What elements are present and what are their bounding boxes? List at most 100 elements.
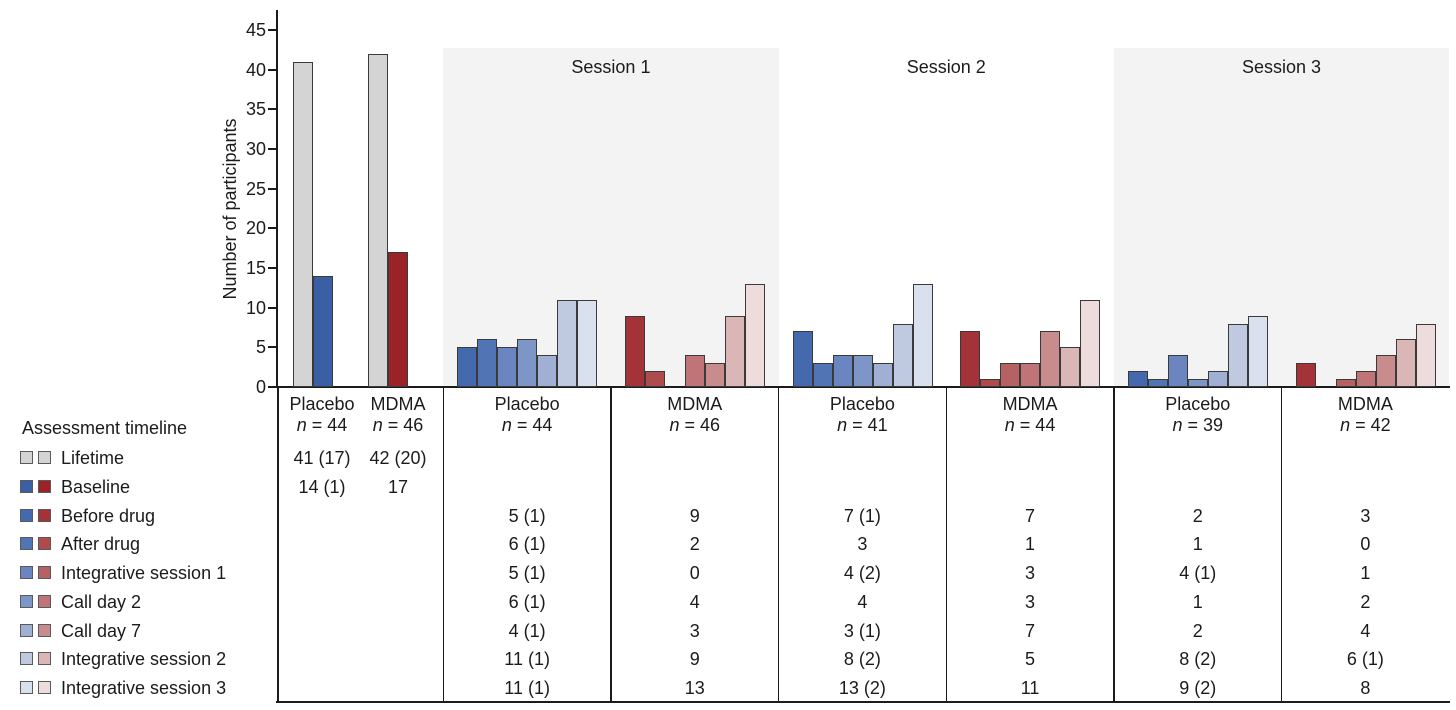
bar-session-3-placebo-call-day-7 [1207,371,1228,387]
y-tick-label: 45 [245,20,266,40]
y-tick [268,148,276,150]
legend-swatch-placebo-integrative-session-3 [20,681,33,694]
column-header: MDMA [1337,394,1393,414]
table-column-divider [442,387,444,702]
y-tick-label: 0 [255,377,266,397]
table-cell: 41 (17) [293,448,351,468]
table-cell: 13 [684,678,705,698]
bar-session-2-placebo-call-day-7 [872,363,893,387]
y-tick-label: 25 [245,178,266,199]
bar-session-2-placebo-integrative-session-2 [892,323,913,387]
n-symbol: n [372,415,383,435]
bar-session-1-mdma-call-day-2 [684,355,705,387]
legend-swatch-mdma-integrative-session-3 [38,681,51,694]
table-column-divider [945,387,947,702]
y-tick [268,227,276,230]
bar-session-3-mdma-integrative-session-2 [1395,339,1416,387]
table-cell: 9 (2) [1179,678,1217,698]
n-symbol: n [1004,415,1015,435]
table-cell: 4 [857,591,868,612]
table-cell: 11 (1) [504,678,550,698]
column-header: Placebo [1165,394,1231,414]
bar-session-3-mdma-call-day-7 [1375,355,1396,387]
legend-label: Integrative session 3 [61,678,227,698]
y-tick [268,386,276,388]
bar-session-2-mdma-integrative-session-3 [1080,299,1101,387]
y-tick [268,306,276,309]
column-header: MDMA [1002,394,1058,414]
legend-swatch-placebo-after-drug [20,537,33,551]
table-column-divider [1280,387,1283,702]
bar-session-2-mdma-integrative-session-2 [1060,347,1081,387]
table-cell: 1 [1192,591,1203,612]
table-cell: 42 (20) [369,448,427,468]
table-cell: 7 [1025,505,1036,526]
n-value: = 39 [1182,415,1223,435]
y-tick [268,108,276,111]
bar-session-2-placebo-integrative-session-1 [832,355,853,387]
legend-title: Assessment timeline [22,418,188,438]
bar-session-2-placebo-before-drug [792,331,813,387]
bar-mdma-lifetime [368,53,388,387]
n-symbol: n [1340,415,1351,435]
bar-session-1-placebo-after-drug [477,339,498,387]
table-cell: 2 [1360,591,1371,612]
session-label: Session 1 [571,57,651,77]
column-n-label: n = 44 [955,414,1105,436]
bar-mdma-baseline [388,252,408,387]
table-cell: 4 [689,591,700,612]
bar-session-1-mdma-after-drug [644,371,665,387]
legend-swatch-placebo-call-day-2 [20,594,33,608]
n-value: = 46 [382,415,424,435]
table-cell: 11 (1) [504,649,550,670]
table-cell: 3 (1) [843,620,881,641]
n-symbol: n [1172,415,1183,435]
n-value: = 44 [306,415,348,435]
table-cell: 2 [1192,505,1203,526]
y-tick-label: 5 [255,337,266,358]
bar-session-1-placebo-call-day-2 [517,339,538,387]
bar-session-3-mdma-call-day-2 [1355,371,1376,387]
table-cell: 13 (2) [838,678,886,698]
table-cell: 2 [1192,620,1203,641]
bar-session-1-mdma-integrative-session-3 [744,283,765,387]
session-label: Session 2 [906,57,986,77]
y-tick-label: 30 [245,139,266,159]
legend-swatch-mdma-call-day-7 [38,623,51,637]
table-cell: 3 [1360,505,1371,526]
legend-swatch-mdma-after-drug [38,537,51,551]
table-cell: 9 [689,649,700,670]
column-n-label: n = 39 [1123,414,1273,436]
table-cell: 6 (1) [1346,649,1384,670]
session-band-session-1 [443,48,779,387]
legend-swatch-placebo-integrative-session-1 [20,566,33,579]
bar-session-3-placebo-after-drug [1147,379,1168,387]
legend-swatch-mdma-baseline [38,479,51,493]
y-tick [268,346,276,349]
bar-session-3-mdma-integrative-session-3 [1415,323,1436,387]
bar-session-1-mdma-call-day-7 [704,363,725,387]
n-symbol: n [837,415,848,435]
y-axis-title: Number of participants [220,118,240,300]
table-cell: 0 [1360,534,1371,555]
table-cell: 4 (1) [508,620,546,641]
legend-swatch-placebo-lifetime [20,451,33,464]
column-header: MDMA [370,394,426,414]
table-cell: 4 (1) [1179,563,1217,583]
table-cell: 7 (1) [843,505,881,526]
y-tick [268,29,276,31]
table-cell: 14 (1) [298,476,346,497]
table-cell: 3 [689,620,700,641]
legend-swatch-mdma-integrative-session-2 [38,652,51,666]
table-cell: 7 [1025,620,1036,641]
column-header: Placebo [494,394,560,414]
y-tick-label: 15 [245,258,266,278]
column-n-label: n = 46 [323,414,473,436]
y-tick-label: 35 [245,99,266,120]
column-n-label: n = 41 [787,414,937,436]
y-tick [268,187,276,190]
y-tick-label: 10 [245,297,266,318]
legend-label: Call day 7 [61,620,142,641]
table-cell: 8 (2) [1179,649,1217,670]
